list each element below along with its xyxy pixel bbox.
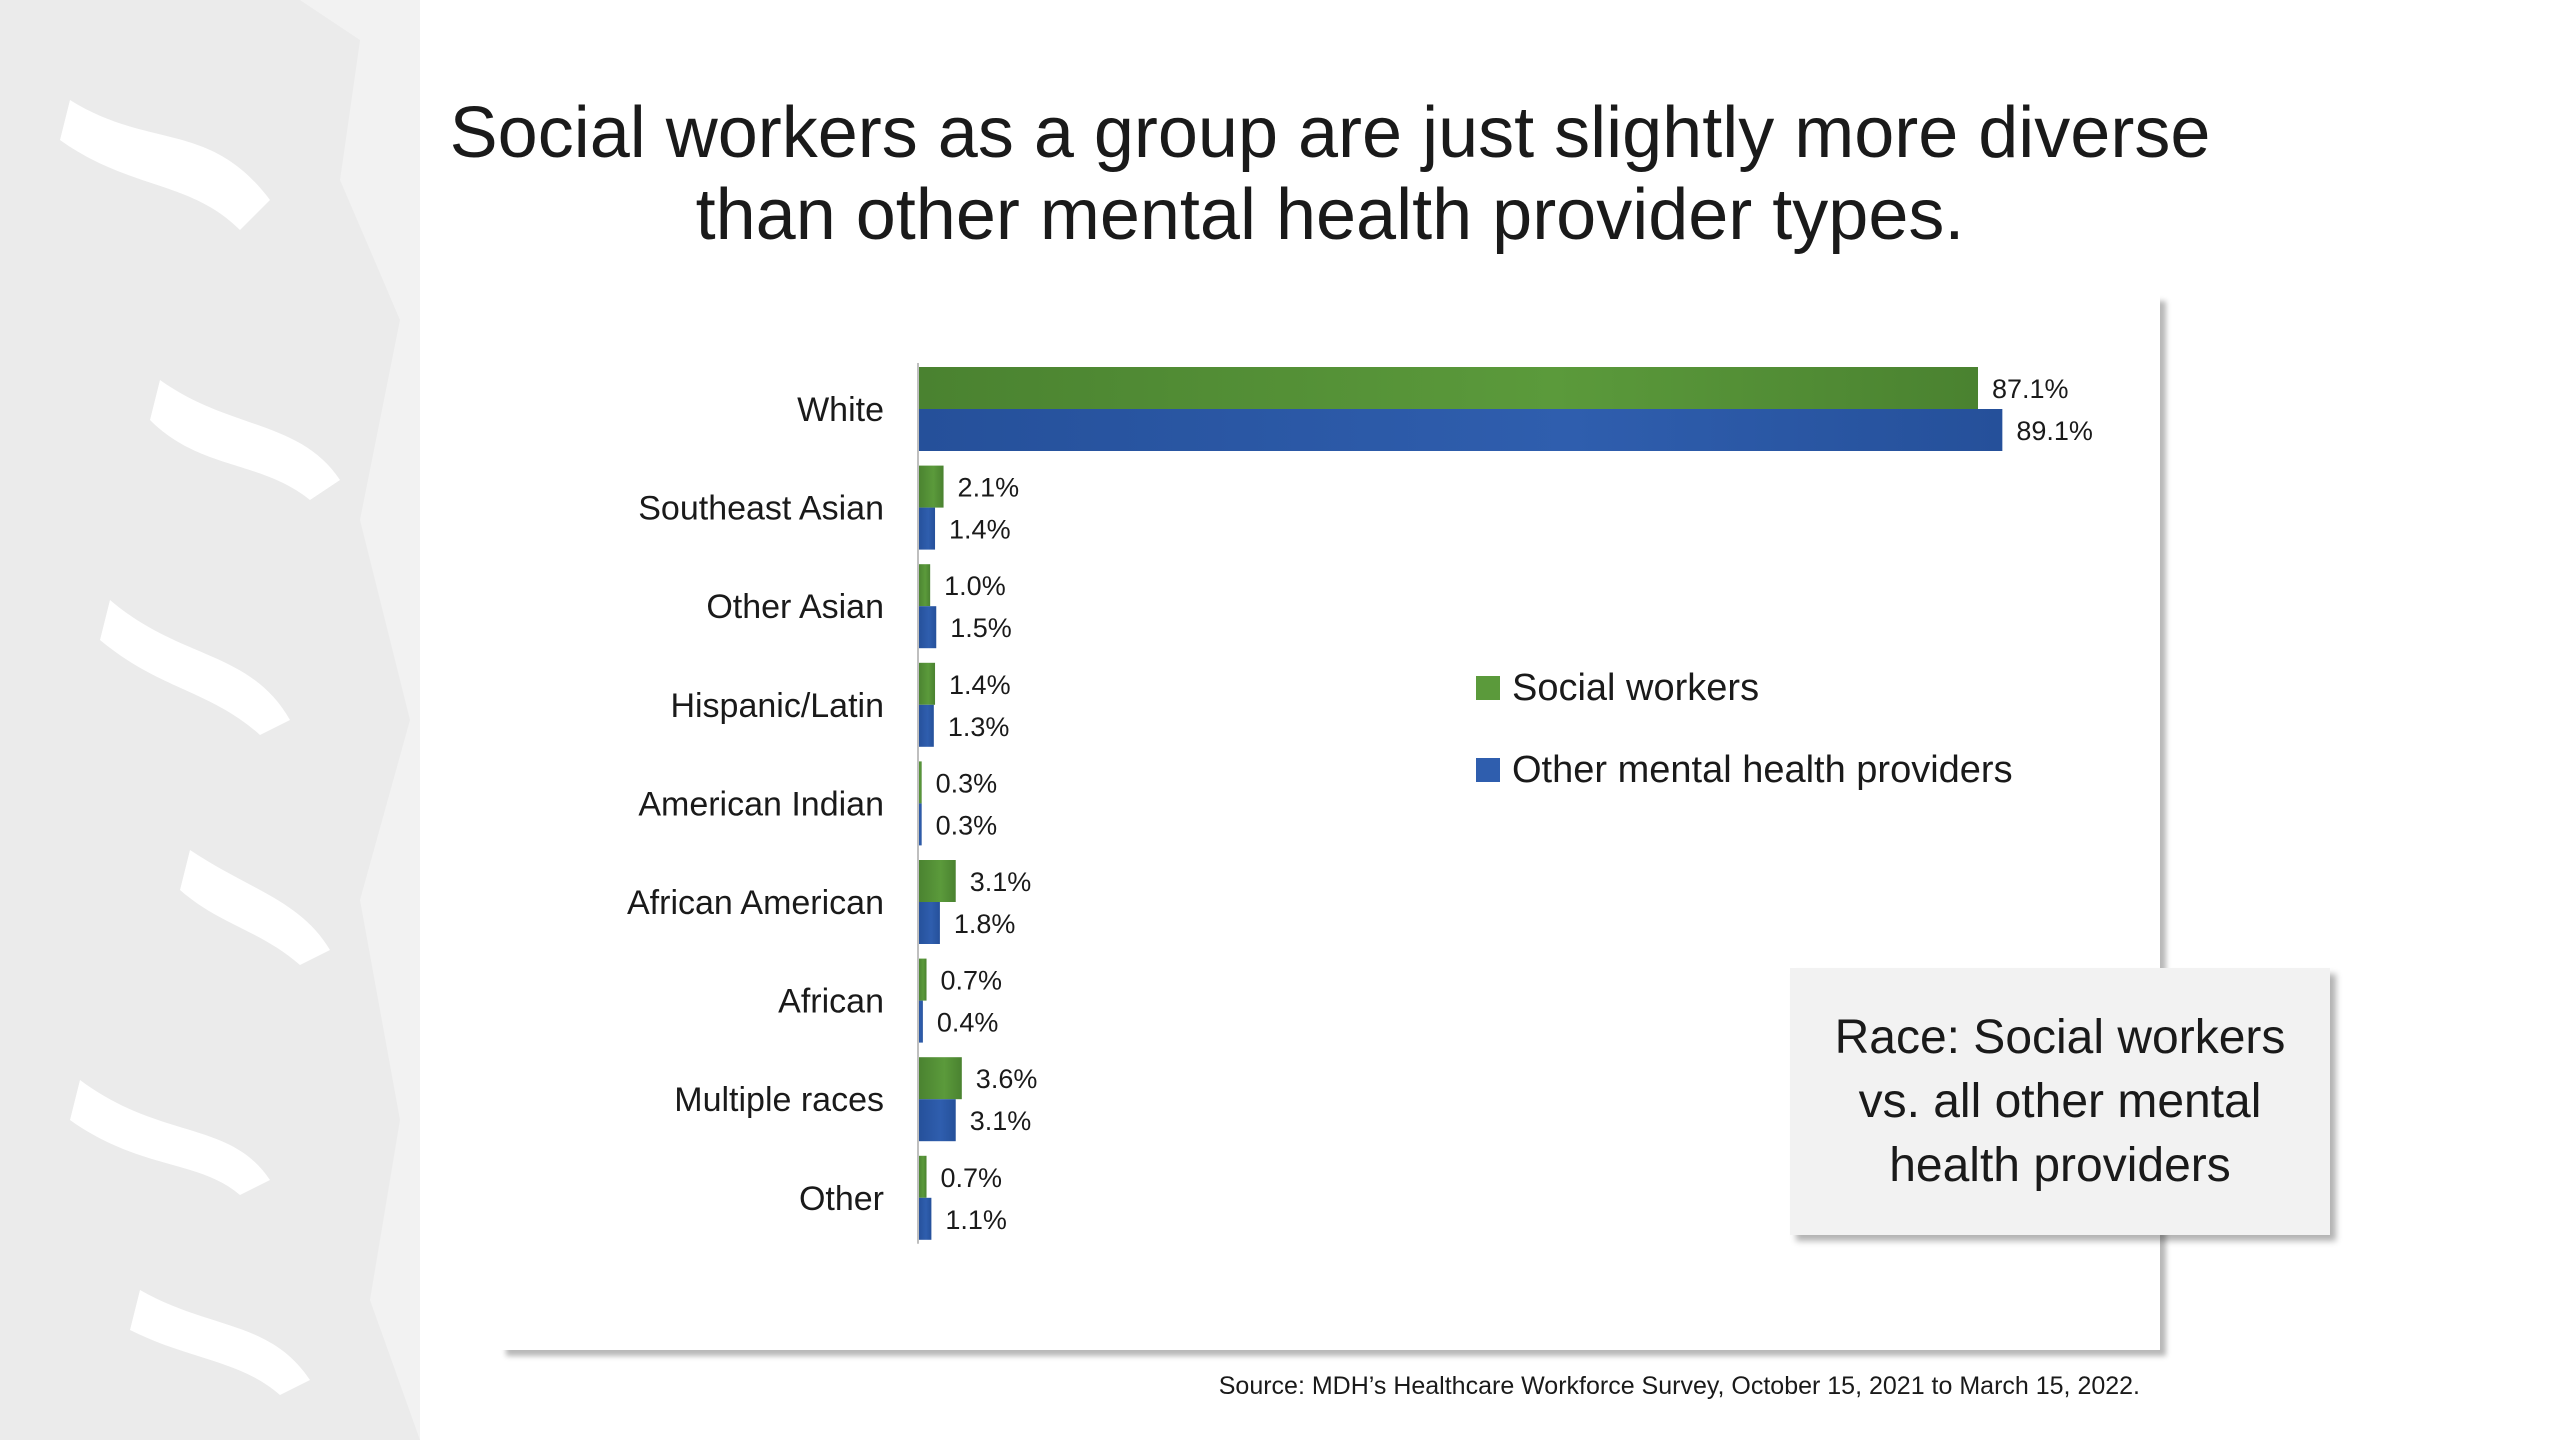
value-label-social-workers-hispanic-latin: 1.4% [949,670,1011,700]
decorative-brush-strokes [0,0,420,1440]
value-label-social-workers-african: 0.7% [941,966,1003,996]
bar-other-mental-health-providers-african-american [918,902,940,944]
bar-other-mental-health-providers-southeast-asian [918,507,936,550]
value-label-other-mental-health-providers-southeast-asian: 1.4% [949,515,1011,545]
value-label-social-workers-african-american: 3.1% [970,867,1032,897]
value-label-other-mental-health-providers-american-indian: 0.3% [936,810,998,840]
legend-label-social-workers: Social workers [1512,666,1760,709]
value-label-social-workers-other-asian: 1.0% [944,571,1006,601]
bar-other-mental-health-providers-african [918,1000,923,1043]
bar-social-workers-african [918,958,927,1001]
bar-chart: White 87.1% 89.1% Southeast Asian 2.1% 1.4% Ot… [627,363,2093,1244]
value-label-other-mental-health-providers-multiple-races: 3.1% [970,1106,1032,1136]
bar-other-mental-health-providers-multiple-races [918,1099,956,1142]
category-label-african: African [778,983,884,1021]
slide-title: Social workers as a group are just sligh… [440,92,2220,256]
bar-other-mental-health-providers-white [918,409,2003,451]
value-label-social-workers-white: 87.1% [1992,374,2069,404]
category-label-other: Other [799,1180,884,1218]
value-label-other-mental-health-providers-other: 1.1% [945,1205,1007,1235]
bar-other-mental-health-providers-hispanic-latin [918,704,934,747]
category-label-other-asian: Other Asian [706,588,884,626]
bar-social-workers-other [918,1155,927,1198]
value-label-social-workers-american-indian: 0.3% [936,768,998,798]
value-label-social-workers-other: 0.7% [941,1163,1003,1193]
source-note: Source: MDH’s Healthcare Workforce Surve… [1218,1372,2140,1400]
value-label-other-mental-health-providers-other-asian: 1.5% [950,613,1012,643]
value-label-social-workers-multiple-races: 3.6% [976,1064,1038,1094]
value-label-social-workers-southeast-asian: 2.1% [958,473,1020,503]
bar-other-mental-health-providers-other-asian [918,606,937,649]
callout-line-3: health providers [1889,1138,2231,1192]
callout-box: Race: Social workers vs. all other menta… [1790,968,2330,1235]
value-label-other-mental-health-providers-african-american: 1.8% [954,909,1016,939]
bar-other-mental-health-providers-american-indian [918,803,922,846]
bar-social-workers-multiple-races [918,1057,962,1100]
legend-swatch-social-workers [1476,676,1500,700]
bar-social-workers-other-asian [918,564,931,607]
bar-other-mental-health-providers-other [918,1197,932,1240]
category-label-african-american: African American [627,884,884,922]
legend-item-other-providers: Other mental health providers [1476,747,2013,793]
value-label-other-mental-health-providers-african: 0.4% [937,1008,999,1038]
bar-social-workers-southeast-asian [918,465,944,508]
category-label-white: White [797,391,884,429]
category-label-american-indian: American Indian [638,785,884,823]
callout-line-1: Race: Social workers [1834,1010,2286,1064]
title-line-1: Social workers as a group are just sligh… [449,93,2211,173]
chart-legend: Social workers Other mental health provi… [1476,665,2013,829]
bar-social-workers-white [918,367,1979,409]
value-label-other-mental-health-providers-hispanic-latin: 1.3% [948,712,1010,742]
bar-social-workers-american-indian [918,761,922,804]
bar-social-workers-hispanic-latin [918,662,936,705]
callout-line-2: vs. all other mental [1858,1074,2262,1128]
value-label-other-mental-health-providers-white: 89.1% [2016,416,2093,446]
category-label-hispanic-latin: Hispanic/Latin [670,687,884,725]
legend-label-other-providers: Other mental health providers [1512,748,2013,791]
legend-item-social-workers: Social workers [1476,665,2013,711]
bar-social-workers-african-american [918,860,956,902]
category-label-multiple-races: Multiple races [674,1081,884,1119]
title-line-2: than other mental health provider types. [695,175,1965,255]
category-label-southeast-asian: Southeast Asian [638,490,884,528]
legend-swatch-other-providers [1476,758,1500,782]
